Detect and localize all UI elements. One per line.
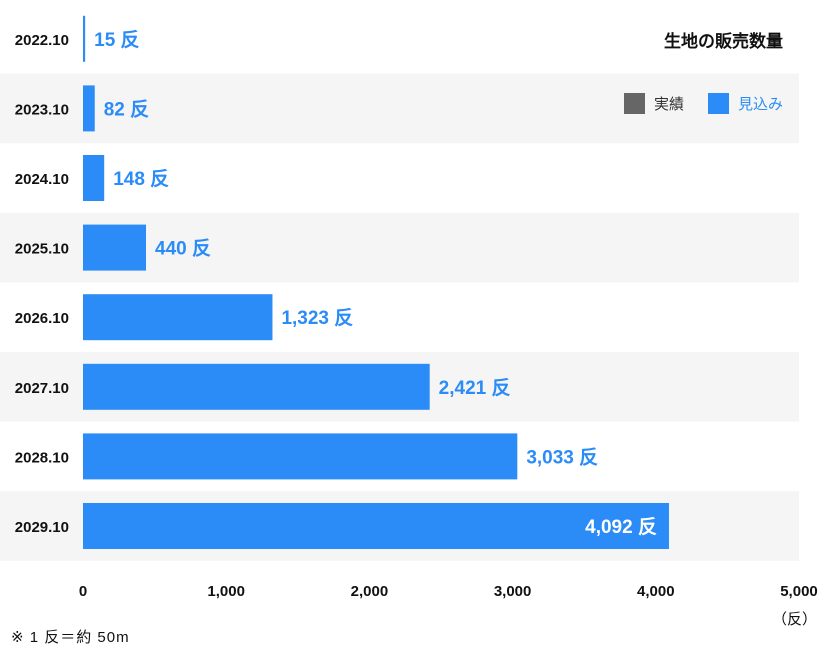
bar xyxy=(83,224,147,271)
legend-item-actual: 実績 xyxy=(623,93,684,114)
category-label: 2028.10 xyxy=(15,449,69,466)
footnote: ※ 1 反＝約 50m xyxy=(11,629,130,646)
bar xyxy=(83,15,86,62)
chart-title: 生地の販売数量 xyxy=(664,32,783,51)
category-label: 2023.10 xyxy=(15,101,69,118)
bar-value-label: 148 反 xyxy=(113,168,169,190)
legend-label-forecast: 見込み xyxy=(737,96,783,113)
bar xyxy=(83,85,95,132)
legend: 実績 見込み xyxy=(608,93,783,114)
bar xyxy=(83,294,273,341)
x-tick-label: 5,000 xyxy=(780,583,818,600)
bar-value-label: 3,033 反 xyxy=(526,446,598,468)
legend-item-forecast: 見込み xyxy=(707,93,783,114)
x-tick-label: 1,000 xyxy=(207,583,245,600)
category-label: 2029.10 xyxy=(15,519,69,536)
bar-value-label: 1,323 反 xyxy=(281,307,353,329)
category-label: 2022.10 xyxy=(15,32,69,49)
bar-value-label: 15 反 xyxy=(94,29,139,51)
x-tick-label: 2,000 xyxy=(351,583,389,600)
bar xyxy=(83,433,518,480)
bar-value-label: 2,421 反 xyxy=(439,377,511,399)
x-tick-label: 0 xyxy=(79,583,87,600)
bar-value-label: 82 反 xyxy=(104,98,149,120)
x-tick-label: 3,000 xyxy=(494,583,532,600)
bar xyxy=(83,155,105,201)
bar xyxy=(83,503,669,549)
category-label: 2026.10 xyxy=(15,310,69,327)
bar-value-label: 440 反 xyxy=(155,238,211,260)
x-axis-unit-label: （反） xyxy=(772,611,818,628)
category-label: 2025.10 xyxy=(15,241,69,258)
row-stripe xyxy=(0,73,799,144)
x-tick-label: 4,000 xyxy=(637,583,675,600)
bar xyxy=(83,363,430,410)
category-label: 2024.10 xyxy=(15,171,69,188)
legend-swatch-forecast xyxy=(707,93,729,114)
category-label: 2027.10 xyxy=(15,380,69,397)
legend-label-actual: 実績 xyxy=(653,96,684,113)
legend-swatch-actual xyxy=(623,93,645,114)
bar-value-label: 4,092 反 xyxy=(585,516,657,538)
